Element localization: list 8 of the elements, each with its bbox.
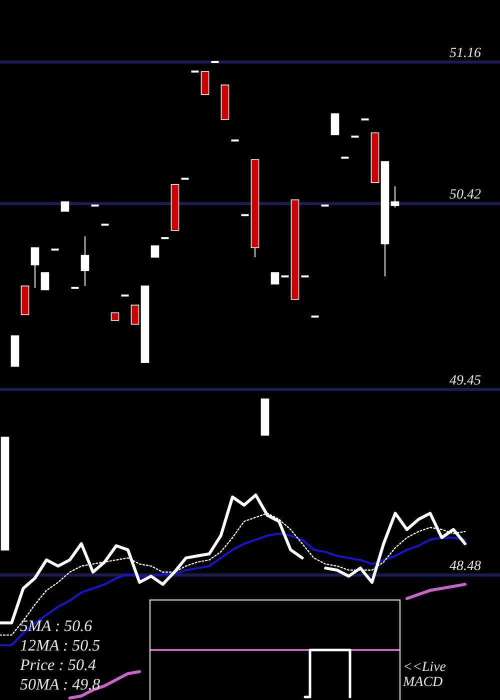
- y-tick-label: 51.16: [450, 46, 481, 61]
- annotation: Price : 50.4: [19, 657, 96, 674]
- annotation: <<Live MACD: [402, 660, 446, 690]
- y-tick-label: 48.48: [450, 559, 481, 574]
- annotation: 12MA : 50.5: [20, 638, 100, 654]
- y-tick-label: 49.45: [450, 373, 481, 388]
- y-tick-label: 50.42: [450, 188, 481, 203]
- annotation: 50MA : 49.8: [20, 676, 100, 694]
